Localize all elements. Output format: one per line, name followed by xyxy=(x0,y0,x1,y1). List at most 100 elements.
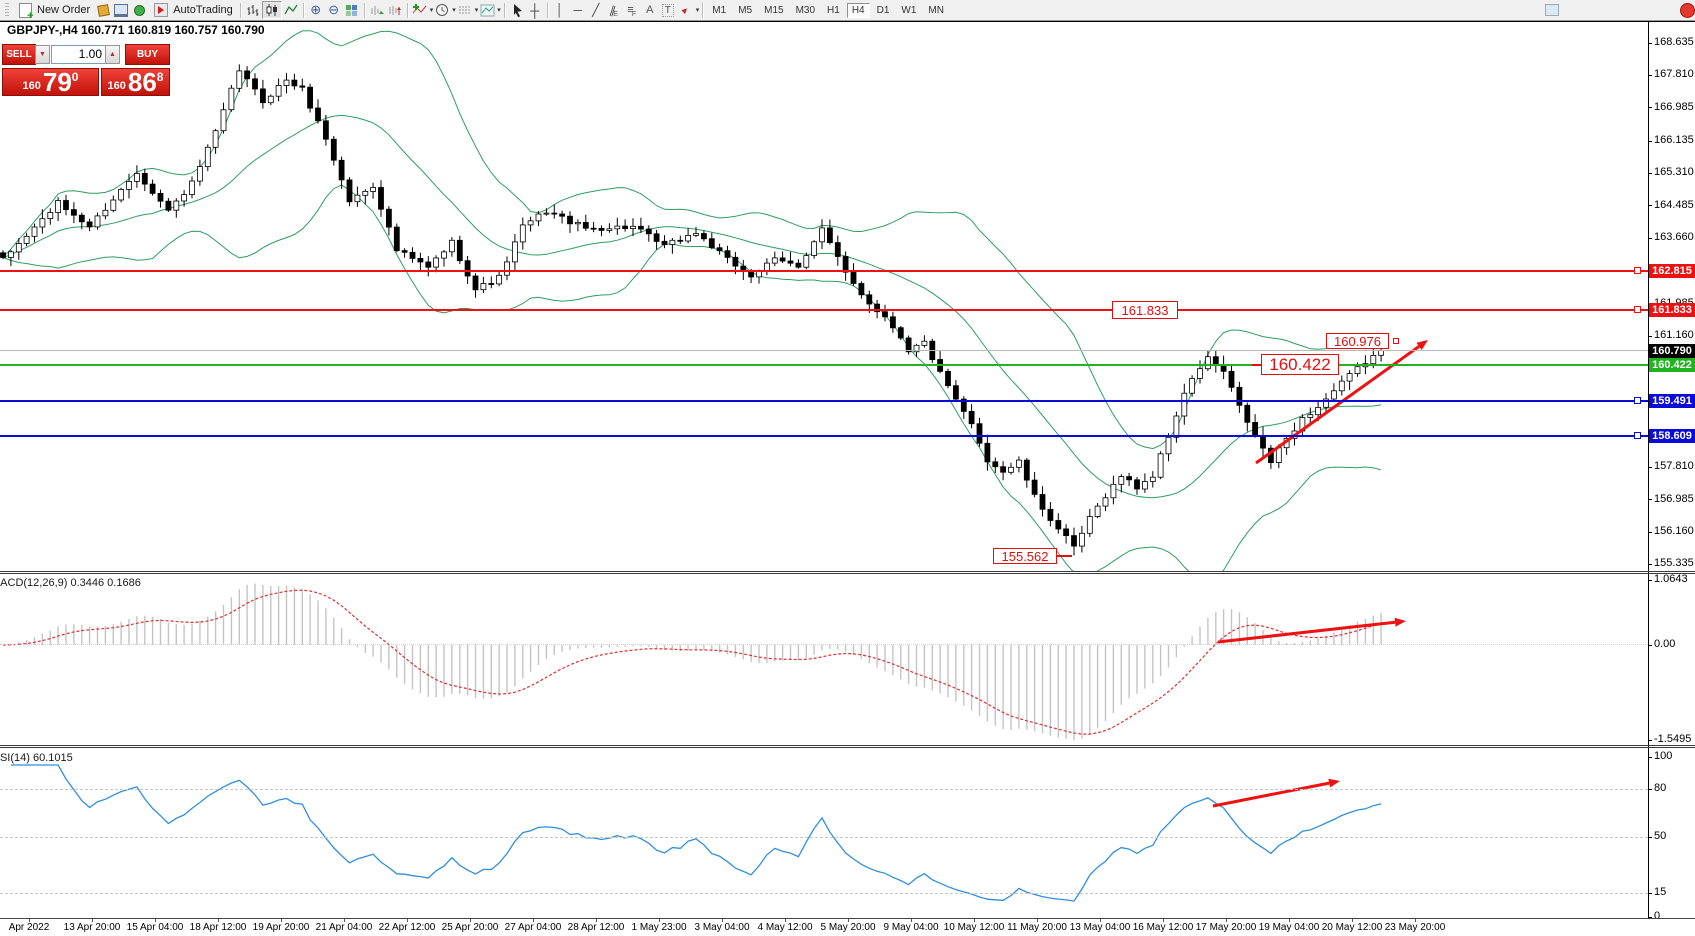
buy-button[interactable]: BUY xyxy=(125,44,170,65)
price-annotation-160.976[interactable]: 160.976 xyxy=(1326,333,1389,349)
time-axis-label: 13 May 04:00 xyxy=(1069,922,1131,933)
buy-price-sup: 8 xyxy=(156,70,164,84)
chart-window-dropdown-caret[interactable]: ▾ xyxy=(497,7,501,14)
price-tag-161.833: 161.833 xyxy=(1649,302,1695,317)
price-annotation-161.833[interactable]: 161.833 xyxy=(1112,301,1178,319)
text-icon[interactable]: A xyxy=(646,4,654,16)
axis-tick-mark xyxy=(1648,788,1652,790)
time-axis-label: 19 May 04:00 xyxy=(1258,922,1320,933)
time-tick-mark xyxy=(911,919,912,922)
price-tag-158.609: 158.609 xyxy=(1649,429,1695,444)
arrows-icon[interactable]: ▲ xyxy=(679,3,693,17)
timeframe-h1[interactable]: H1 xyxy=(827,4,840,16)
axis-tick-mark xyxy=(1648,579,1652,581)
price-line-162.815[interactable] xyxy=(0,270,1648,273)
price-annotation-155.562[interactable]: 155.562 xyxy=(993,548,1057,564)
time-axis-label: 25 Apr 20:00 xyxy=(441,922,499,933)
price-line-158.609[interactable] xyxy=(0,435,1648,438)
rsi-level-80 xyxy=(0,789,1648,790)
tile-windows-icon[interactable] xyxy=(343,2,361,18)
rsi-level-15 xyxy=(0,893,1648,894)
timeframe-m1[interactable]: M1 xyxy=(712,4,727,16)
candlestick-chart-icon[interactable] xyxy=(261,1,282,19)
zoom-in-icon[interactable]: ⊕ xyxy=(310,2,322,17)
price-chart-canvas[interactable] xyxy=(0,21,1649,571)
bar-chart-icon[interactable] xyxy=(244,2,262,18)
notification-icon[interactable] xyxy=(1680,3,1695,18)
price-line-161.833[interactable] xyxy=(0,308,1648,311)
trendline-icon[interactable]: ╱ xyxy=(592,3,600,17)
price-line-160.422[interactable] xyxy=(0,363,1648,366)
price-tag-160.790: 160.790 xyxy=(1649,343,1695,358)
line-end-marker xyxy=(1634,305,1641,313)
price-axis-tick: 164.485 xyxy=(1654,198,1694,211)
timeframe-m30[interactable]: M30 xyxy=(795,4,816,16)
price-annotation-160.422[interactable]: 160.422 xyxy=(1261,354,1339,375)
indicators-icon[interactable] xyxy=(411,2,429,18)
axis-tick-mark xyxy=(1648,74,1652,76)
timeframe-h4[interactable]: H4 xyxy=(846,2,870,18)
trend-arrow[interactable] xyxy=(1212,778,1340,808)
time-axis-label: 20 May 12:00 xyxy=(1321,922,1383,933)
volume-decrease-button[interactable]: ▼ xyxy=(35,45,50,64)
price-line-160.790[interactable] xyxy=(0,350,1648,352)
panel-splitter[interactable] xyxy=(0,747,1695,748)
sound-icon[interactable] xyxy=(130,2,148,18)
sell-price-box[interactable]: 160 79 0 xyxy=(2,68,99,96)
mini-chart-icon[interactable] xyxy=(1545,4,1559,16)
axis-tick-mark xyxy=(1648,499,1652,501)
time-axis-label: 5 May 20:00 xyxy=(820,922,876,933)
timeframe-d1[interactable]: D1 xyxy=(876,4,890,16)
period-clock-icon[interactable] xyxy=(433,2,451,18)
line-end-marker xyxy=(1634,267,1641,275)
time-axis-label: 9 May 04:00 xyxy=(883,922,939,933)
market-watch-icon[interactable] xyxy=(112,2,130,18)
chart-shift-icon[interactable] xyxy=(386,2,404,18)
time-tick-mark xyxy=(92,919,93,922)
metaeditor-icon[interactable] xyxy=(94,2,112,18)
chart-window-icon[interactable] xyxy=(478,2,496,18)
timeframe-mn[interactable]: MN xyxy=(928,4,944,16)
auto-scroll-icon[interactable] xyxy=(368,2,386,18)
arrows-dropdown-caret[interactable]: ▾ xyxy=(695,7,700,14)
volume-increase-button[interactable]: ▲ xyxy=(105,45,120,64)
macd-panel-canvas[interactable] xyxy=(0,575,1649,745)
toolbar-separator xyxy=(503,2,505,18)
panel-splitter[interactable] xyxy=(0,571,1695,572)
time-axis-label: 17 May 20:00 xyxy=(1195,922,1257,933)
price-line-159.491[interactable] xyxy=(0,400,1648,403)
trend-arrow[interactable] xyxy=(1217,617,1406,644)
timeframe-m5[interactable]: M5 xyxy=(738,4,753,16)
timeframe-w1[interactable]: W1 xyxy=(901,4,917,16)
time-tick-mark xyxy=(659,919,660,922)
zoom-out-icon[interactable]: ⊖ xyxy=(328,2,340,17)
crosshair-icon[interactable]: ┼ xyxy=(530,2,540,18)
equidistant-channel-icon[interactable]: ∥ E xyxy=(607,3,618,18)
time-tick-mark xyxy=(29,919,30,922)
line-chart-icon[interactable] xyxy=(282,2,300,18)
new-order-button[interactable]: + New Order xyxy=(12,1,94,21)
text-label-icon[interactable]: T xyxy=(659,2,677,18)
rsi-axis-tick: 0 xyxy=(1654,910,1661,922)
time-tick-mark xyxy=(155,919,156,922)
toolbar-grip[interactable] xyxy=(5,3,9,17)
horizontal-line-icon[interactable]: ─ xyxy=(573,3,583,17)
cursor-icon[interactable] xyxy=(508,2,526,18)
vertical-line-icon[interactable]: │ xyxy=(556,3,564,17)
autotrading-button[interactable]: AutoTrading xyxy=(148,1,237,19)
time-axis-label: 10 May 12:00 xyxy=(943,922,1005,933)
sell-button[interactable]: SELL xyxy=(2,44,36,65)
fibonacci-icon[interactable]: ≡ F xyxy=(627,4,637,18)
templates-icon[interactable] xyxy=(456,2,474,18)
panel-splitter[interactable] xyxy=(0,745,1695,746)
templates-dropdown-caret[interactable]: ▾ xyxy=(474,7,479,14)
period-dropdown-caret[interactable]: ▾ xyxy=(452,7,456,14)
indicators-dropdown-caret[interactable]: ▾ xyxy=(429,7,434,14)
timeframe-m15[interactable]: M15 xyxy=(764,4,784,16)
buy-price-box[interactable]: 160 86 8 xyxy=(101,68,170,96)
rsi-panel-canvas[interactable] xyxy=(0,749,1649,919)
volume-field[interactable]: 1.00 xyxy=(51,45,106,64)
rsi-axis-tick: 50 xyxy=(1654,830,1667,842)
new-order-icon: + xyxy=(16,2,34,21)
panel-splitter[interactable] xyxy=(0,573,1695,574)
